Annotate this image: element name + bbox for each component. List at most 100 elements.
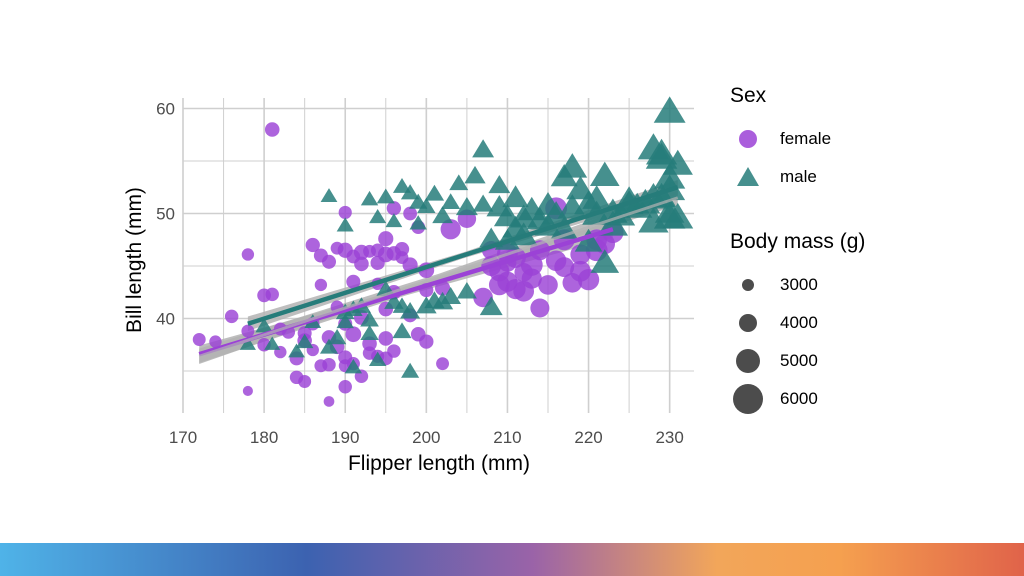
data-point-female bbox=[387, 344, 401, 358]
data-point-female bbox=[192, 333, 206, 346]
data-point-male bbox=[369, 208, 387, 224]
data-point-male bbox=[288, 343, 305, 358]
data-point-male bbox=[417, 197, 436, 213]
data-point-female bbox=[436, 357, 450, 371]
legend-item-male: male bbox=[730, 158, 990, 196]
data-point-male bbox=[401, 362, 420, 378]
data-point-female bbox=[378, 331, 394, 346]
data-point-female bbox=[362, 336, 377, 351]
triangle-icon bbox=[730, 162, 766, 192]
x-tick-label: 220 bbox=[574, 428, 602, 447]
data-point-male bbox=[336, 217, 354, 232]
data-point-female bbox=[434, 280, 451, 296]
data-point-female bbox=[305, 237, 320, 253]
x-tick-label: 170 bbox=[169, 428, 197, 447]
data-point-female bbox=[386, 201, 402, 216]
data-point-male bbox=[479, 296, 503, 316]
size-circle-icon bbox=[730, 346, 766, 376]
legend-label-female: female bbox=[780, 129, 832, 148]
y-tick-label: 60 bbox=[156, 100, 175, 119]
data-point-male bbox=[344, 358, 363, 374]
legend: Sex female male Body mass (g) 3000 4000 50… bbox=[730, 84, 990, 418]
data-point-female bbox=[321, 254, 337, 269]
body-mass-legend-title: Body mass (g) bbox=[730, 230, 866, 253]
data-point-male bbox=[574, 228, 603, 252]
data-point-male bbox=[472, 194, 494, 212]
legend-label-male: male bbox=[780, 167, 817, 186]
data-point-female bbox=[419, 334, 434, 349]
data-point-male bbox=[264, 336, 281, 350]
data-point-female bbox=[378, 231, 394, 247]
data-point-female bbox=[440, 219, 461, 240]
size-legend-label: 6000 bbox=[780, 389, 818, 408]
data-point-female bbox=[242, 385, 253, 397]
size-legend: 3000 4000 5000 6000 bbox=[730, 266, 990, 418]
data-point-female bbox=[264, 122, 280, 137]
y-tick-label: 50 bbox=[156, 205, 175, 224]
legend-item-female: female bbox=[730, 120, 990, 158]
x-tick-label: 210 bbox=[493, 428, 521, 447]
data-point-male bbox=[653, 96, 686, 123]
data-point-female bbox=[538, 275, 558, 295]
data-point-male bbox=[392, 322, 412, 339]
data-point-female bbox=[338, 380, 352, 394]
data-point-male bbox=[449, 174, 469, 191]
data-point-male bbox=[385, 213, 403, 228]
size-legend-label: 5000 bbox=[780, 351, 818, 370]
data-point-female bbox=[530, 298, 550, 318]
gradient-footer-bar bbox=[0, 543, 1024, 576]
size-legend-item: 4000 bbox=[730, 304, 990, 342]
size-legend-label: 4000 bbox=[780, 313, 818, 332]
data-point-male bbox=[662, 149, 693, 175]
data-point-female bbox=[338, 205, 352, 220]
size-legend-item: 6000 bbox=[730, 380, 990, 418]
data-point-female bbox=[241, 324, 255, 338]
circle-icon bbox=[730, 124, 766, 154]
size-legend-item: 5000 bbox=[730, 342, 990, 380]
data-point-female bbox=[224, 309, 239, 324]
data-point-male bbox=[488, 174, 511, 194]
data-point-male bbox=[472, 139, 495, 158]
x-tick-label: 190 bbox=[331, 428, 359, 447]
data-points bbox=[192, 96, 694, 407]
size-circle-icon bbox=[730, 270, 766, 300]
data-point-male bbox=[360, 311, 379, 327]
data-point-male bbox=[255, 317, 273, 333]
data-point-male bbox=[589, 161, 620, 187]
data-point-female bbox=[577, 269, 600, 291]
data-point-male bbox=[432, 206, 453, 224]
y-tick-label: 40 bbox=[156, 310, 175, 329]
size-legend-label: 3000 bbox=[780, 275, 818, 294]
y-axis-title: Bill length (mm) bbox=[123, 187, 146, 333]
x-tick-label: 230 bbox=[655, 428, 683, 447]
data-point-female bbox=[323, 396, 335, 407]
data-point-female bbox=[241, 248, 255, 261]
data-point-male bbox=[360, 324, 379, 341]
data-point-male bbox=[319, 338, 339, 354]
data-point-male bbox=[456, 282, 477, 299]
data-point-female bbox=[403, 206, 417, 221]
data-point-male bbox=[400, 301, 421, 319]
data-point-male bbox=[654, 162, 686, 189]
data-point-male bbox=[320, 188, 338, 202]
data-point-male bbox=[662, 202, 694, 229]
data-point-male bbox=[239, 336, 256, 350]
data-point-male bbox=[376, 188, 395, 204]
data-point-female bbox=[298, 375, 312, 388]
data-point-male bbox=[645, 138, 678, 165]
data-point-male bbox=[409, 215, 427, 230]
data-point-male bbox=[557, 153, 588, 178]
data-point-female bbox=[297, 326, 312, 341]
data-point-female bbox=[521, 268, 542, 289]
sex-legend-title: Sex bbox=[730, 84, 767, 107]
data-point-female bbox=[265, 287, 279, 302]
data-point-male bbox=[440, 286, 461, 304]
data-point-female bbox=[346, 274, 361, 289]
data-point-male bbox=[327, 329, 347, 345]
size-circle-icon bbox=[730, 308, 766, 338]
axis-ticks: 170 180 190 200 210 220 230 40 50 60 bbox=[156, 100, 684, 448]
size-circle-icon bbox=[730, 384, 766, 414]
data-point-male bbox=[582, 185, 611, 209]
